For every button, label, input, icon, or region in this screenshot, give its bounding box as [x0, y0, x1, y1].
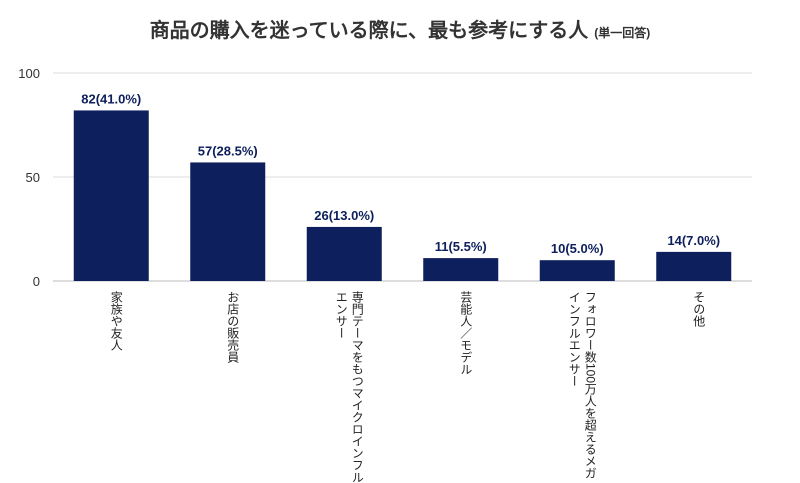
chart-title: 商品の購入を迷っている際に、最も参考にする人 (単一回答)	[0, 14, 800, 43]
x-tick-label: フォロワー数100万人を超えるメガ インフルエンサー	[567, 291, 598, 480]
bar	[306, 226, 382, 281]
data-label: 26(13.0%)	[314, 208, 374, 223]
bar	[190, 162, 266, 281]
data-label: 82(41.0%)	[81, 91, 141, 106]
x-tick-label: お店の販売員	[225, 291, 240, 363]
title-text: 商品の購入を迷っている際に、最も参考にする人	[149, 20, 589, 42]
x-tick-label: 芸能人／モデル	[458, 291, 473, 375]
x-tick-label: 家族や友人	[109, 291, 124, 351]
subtitle-text: (単一回答)	[594, 26, 651, 40]
y-tick-label: 50	[26, 170, 40, 185]
data-label: 14(7.0%)	[667, 233, 720, 248]
y-tick-label: 0	[33, 274, 40, 289]
x-tick-label: 専門テーマをもつマイクロインフル エンサー	[334, 291, 365, 483]
data-label: 57(28.5%)	[198, 143, 258, 158]
bar	[423, 258, 499, 281]
bar	[539, 260, 615, 281]
y-tick-label: 100	[18, 66, 40, 81]
bar	[73, 110, 149, 281]
data-label: 11(5.5%)	[435, 239, 487, 254]
x-tick-label: その他	[691, 291, 706, 327]
data-label: 10(5.0%)	[551, 241, 604, 256]
bar	[656, 251, 732, 281]
